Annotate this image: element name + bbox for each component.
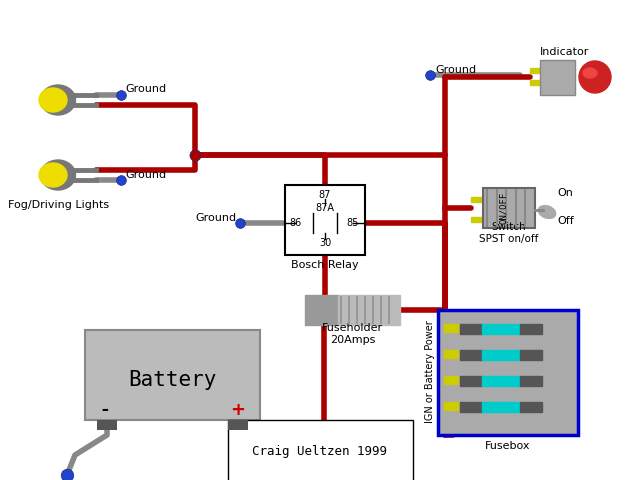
Text: Bosch Relay: Bosch Relay: [291, 260, 359, 270]
Text: Ground: Ground: [195, 213, 236, 223]
Text: 85: 85: [347, 218, 359, 228]
Bar: [85, 330, 260, 420]
Bar: [482, 402, 520, 412]
Bar: [460, 402, 482, 412]
Text: Fusebox: Fusebox: [485, 441, 531, 451]
Bar: [228, 420, 248, 430]
Text: 30: 30: [319, 238, 331, 248]
Bar: [339, 295, 400, 325]
Bar: [520, 376, 542, 386]
Bar: [471, 197, 483, 202]
Ellipse shape: [40, 160, 76, 190]
Text: 87: 87: [319, 190, 331, 200]
Bar: [438, 310, 578, 435]
Text: IGN or Battery Power: IGN or Battery Power: [425, 321, 435, 423]
Text: 86: 86: [289, 218, 301, 228]
Bar: [305, 295, 339, 325]
Bar: [285, 185, 365, 255]
Bar: [460, 324, 482, 334]
Text: Fog/Driving Lights: Fog/Driving Lights: [8, 200, 109, 210]
Bar: [97, 420, 117, 430]
Bar: [520, 350, 542, 360]
Ellipse shape: [39, 88, 67, 112]
Bar: [520, 402, 542, 412]
Text: Off: Off: [557, 216, 573, 226]
Bar: [460, 376, 482, 386]
Text: Craig Ueltzen 1999: Craig Ueltzen 1999: [253, 445, 387, 458]
Bar: [482, 350, 520, 360]
Bar: [540, 60, 575, 95]
Bar: [530, 80, 540, 85]
Text: ON/OFF: ON/OFF: [499, 192, 508, 224]
Text: -: -: [100, 401, 111, 419]
Bar: [460, 350, 482, 360]
Bar: [520, 324, 542, 334]
Ellipse shape: [40, 85, 76, 115]
Text: 87A: 87A: [316, 203, 335, 213]
Text: +: +: [230, 401, 246, 419]
Ellipse shape: [39, 163, 67, 187]
Bar: [471, 217, 483, 222]
Bar: [482, 376, 520, 386]
Text: Battery: Battery: [128, 370, 216, 390]
Bar: [444, 402, 458, 410]
Text: Fuseholder
20Amps: Fuseholder 20Amps: [322, 324, 383, 345]
Text: Ground: Ground: [125, 170, 166, 180]
Text: Switch
SPST on/off: Switch SPST on/off: [479, 222, 539, 244]
Bar: [482, 324, 520, 334]
Ellipse shape: [583, 68, 597, 78]
Text: Indicator: Indicator: [540, 47, 589, 57]
Text: Ground: Ground: [125, 84, 166, 94]
Text: On: On: [557, 188, 573, 198]
Bar: [444, 350, 458, 358]
Bar: [444, 376, 458, 384]
Text: Ground: Ground: [435, 65, 476, 75]
Bar: [444, 324, 458, 332]
Bar: [530, 68, 540, 73]
Ellipse shape: [579, 61, 611, 93]
Bar: [483, 188, 535, 228]
Ellipse shape: [538, 205, 556, 218]
